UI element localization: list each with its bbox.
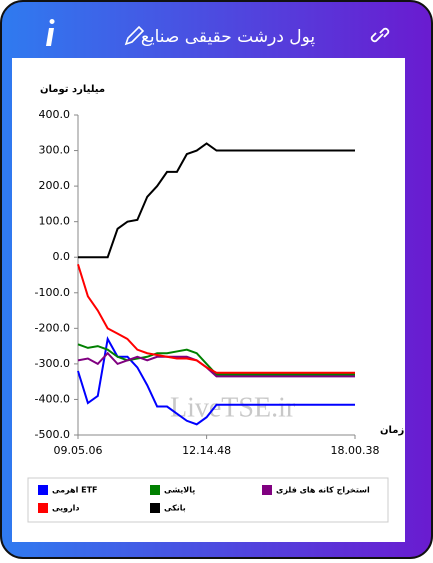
x-tick-label: 12.14.48 xyxy=(182,444,231,457)
y-tick-label: -100.0 xyxy=(35,286,70,299)
legend-swatch xyxy=(38,485,48,495)
legend-swatch xyxy=(150,503,160,513)
series-line xyxy=(78,142,355,259)
legend-swatch xyxy=(150,485,160,495)
legend-label: استخراج کانه های فلزی xyxy=(276,486,370,495)
y-tick-label: -200.0 xyxy=(35,321,70,334)
y-tick-label: -400.0 xyxy=(35,392,70,405)
x-tick-label: 18.00.38 xyxy=(331,444,380,457)
y-tick-label: 100.0 xyxy=(39,215,71,228)
legend-label: بانکی xyxy=(164,504,186,513)
page-title: پول درشت حقیقی صنایع xyxy=(141,27,316,47)
link-icon[interactable] xyxy=(370,27,390,43)
y-tick-label: 400.0 xyxy=(39,108,71,121)
y-tick-label: -500.0 xyxy=(35,428,70,441)
legend-label: دارویی xyxy=(52,504,80,513)
series-line xyxy=(77,351,355,378)
y-tick-label: 300.0 xyxy=(39,144,71,157)
legend-swatch xyxy=(262,485,272,495)
legend-box xyxy=(27,477,389,523)
x-axis-label: زمان xyxy=(380,425,404,436)
y-axis-label: میلیارد تومان xyxy=(40,84,105,95)
info-icon[interactable] xyxy=(46,19,55,46)
series-line xyxy=(77,264,355,374)
content-area xyxy=(12,58,405,542)
watermark: LiveTSE.ir xyxy=(170,392,296,423)
y-tick-label: 0.0 xyxy=(53,250,71,263)
series-line xyxy=(77,343,355,376)
y-tick-label: -300.0 xyxy=(35,357,70,370)
legend-label: پالایشی xyxy=(164,486,195,495)
series-line xyxy=(77,336,355,426)
x-tick-label: 09.05.06 xyxy=(54,444,103,457)
edit-icon[interactable] xyxy=(124,25,145,46)
legend-swatch xyxy=(38,503,48,513)
legend-label: اهرمی ETF xyxy=(52,486,97,495)
y-tick-label: 200.0 xyxy=(39,179,71,192)
